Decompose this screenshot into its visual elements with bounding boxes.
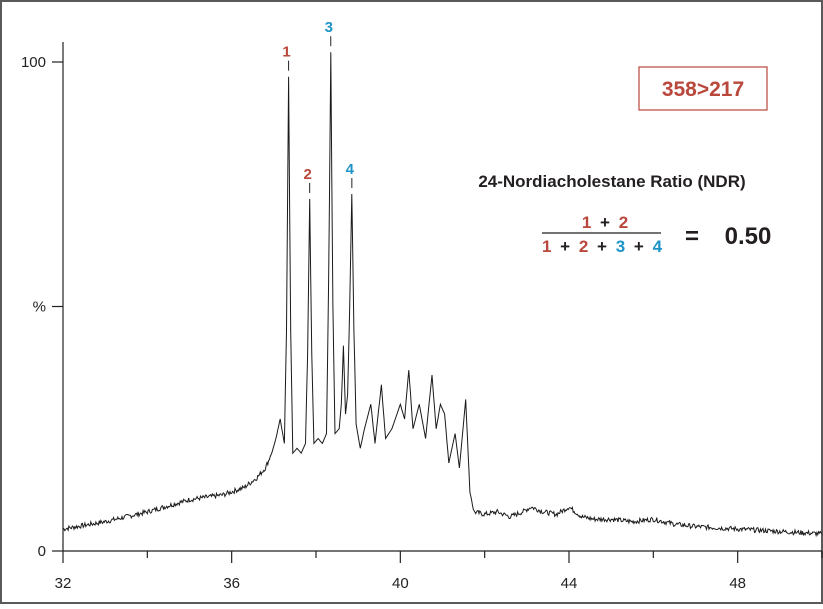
peak-label-2: 2 — [304, 166, 312, 183]
peak-label-1: 1 — [282, 44, 290, 61]
peak-labels-group: 1 2 3 4 — [282, 19, 355, 193]
x-tick-label: 48 — [729, 575, 746, 592]
x-tick-label: 44 — [561, 575, 578, 592]
numerator-plus: + — [600, 213, 610, 232]
denominator-plus-2: + — [597, 237, 607, 256]
peak-label-3: 3 — [325, 19, 333, 36]
peak-label-4: 4 — [346, 161, 355, 178]
denominator-term-3: 3 — [616, 237, 625, 256]
chromatogram-trace — [62, 52, 823, 538]
ion-transition-label: 358>217 — [662, 78, 744, 101]
numerator-term-2: 2 — [619, 213, 628, 232]
ratio-numerator: 1 + 2 — [582, 213, 628, 232]
ratio-title: 24-Nordiacholestane Ratio (NDR) — [478, 172, 745, 191]
y-tick-label: % — [33, 299, 46, 316]
denominator-term-4: 4 — [653, 237, 663, 256]
x-ticks-group: 32 36 40 44 48 — [55, 551, 823, 592]
denominator-plus-3: + — [634, 237, 644, 256]
x-tick-label: 36 — [223, 575, 240, 592]
ratio-equals-sign: = — [685, 223, 699, 250]
x-tick-label: 32 — [55, 575, 72, 592]
denominator-plus-1: + — [560, 237, 570, 256]
ion-transition-box — [638, 66, 768, 111]
denominator-term-2: 2 — [579, 237, 588, 256]
y-tick-label: 0 — [38, 543, 46, 560]
ratio-denominator: 1 + 2 + 3 + 4 — [542, 237, 663, 256]
x-tick-label: 40 — [392, 575, 409, 592]
denominator-term-1: 1 — [542, 237, 551, 256]
ratio-value: 0.50 — [725, 223, 772, 250]
y-tick-label: 100 — [21, 54, 46, 71]
numerator-term-1: 1 — [582, 213, 591, 232]
y-ticks-group: 0% 100 — [21, 54, 63, 560]
